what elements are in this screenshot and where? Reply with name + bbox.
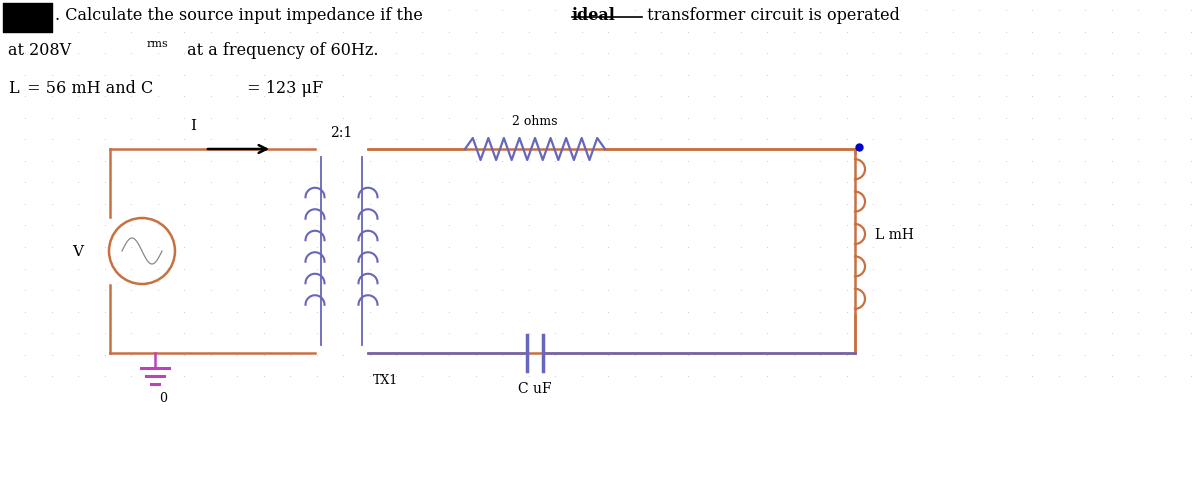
Text: 2 ohms: 2 ohms	[512, 115, 558, 128]
Text: 0: 0	[158, 391, 167, 404]
Text: ideal: ideal	[572, 7, 616, 24]
Text: V: V	[72, 244, 84, 259]
Text: transformer circuit is operated: transformer circuit is operated	[642, 7, 900, 24]
Text: = 56 mH and C: = 56 mH and C	[22, 80, 154, 97]
Text: TX1: TX1	[373, 373, 398, 386]
Text: = 123 μF: = 123 μF	[242, 80, 323, 97]
Text: L: L	[8, 80, 19, 97]
Text: 2:1: 2:1	[330, 126, 353, 140]
Text: C uF: C uF	[518, 381, 552, 395]
Text: I: I	[190, 119, 196, 133]
Text: at 208V: at 208V	[8, 42, 71, 59]
Text: rms: rms	[148, 39, 169, 49]
Text: at a frequency of 60Hz.: at a frequency of 60Hz.	[182, 42, 378, 59]
Text: . Calculate the source input impedance if the: . Calculate the source input impedance i…	[55, 7, 428, 24]
Text: L mH: L mH	[875, 227, 914, 241]
